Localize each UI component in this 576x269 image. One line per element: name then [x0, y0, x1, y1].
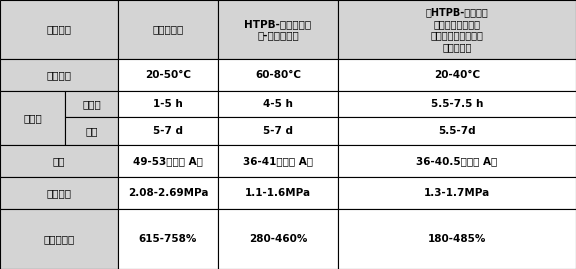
Bar — [338, 177, 576, 209]
Text: 49-53（邵氏 A）: 49-53（邵氏 A） — [133, 156, 203, 166]
Text: 60-80°C: 60-80°C — [255, 70, 301, 80]
Text: 5.5-7d: 5.5-7d — [438, 126, 476, 136]
Text: 终凝: 终凝 — [85, 126, 98, 136]
Text: 280-460%: 280-460% — [249, 234, 307, 244]
Text: 硬度: 硬度 — [53, 156, 65, 166]
Text: 20-40°C: 20-40°C — [434, 70, 480, 80]
Bar — [218, 117, 338, 145]
Text: 抗拉强度: 抗拉强度 — [47, 188, 71, 198]
Bar — [0, 145, 118, 177]
Text: 4-5 h: 4-5 h — [263, 99, 293, 109]
Bar — [0, 59, 118, 91]
Bar — [65, 91, 118, 117]
Text: HTPB-异氰酸酯体
系-单一催化剂: HTPB-异氰酸酯体 系-单一催化剂 — [244, 19, 312, 40]
Bar — [118, 145, 218, 177]
Text: 相关参数: 相关参数 — [47, 24, 71, 34]
Bar — [338, 91, 576, 117]
Bar — [118, 209, 218, 269]
Text: 1.3-1.7MPa: 1.3-1.7MPa — [424, 188, 490, 198]
Bar — [118, 177, 218, 209]
Bar — [118, 59, 218, 91]
Text: 5-7 d: 5-7 d — [263, 126, 293, 136]
Bar — [0, 0, 118, 59]
Text: 615-758%: 615-758% — [139, 234, 197, 244]
Text: 固化温度: 固化温度 — [47, 70, 71, 80]
Bar — [0, 91, 65, 145]
Bar — [0, 209, 118, 269]
Text: 适用期: 适用期 — [82, 99, 101, 109]
Bar — [118, 117, 218, 145]
Bar — [338, 117, 576, 145]
Text: 断裂伸长率: 断裂伸长率 — [43, 234, 75, 244]
Text: 20-50°C: 20-50°C — [145, 70, 191, 80]
Text: 1-5 h: 1-5 h — [153, 99, 183, 109]
Text: 5.5-7.5 h: 5.5-7.5 h — [431, 99, 483, 109]
Bar — [218, 59, 338, 91]
Text: 结时间: 结时间 — [23, 113, 42, 123]
Bar — [218, 0, 338, 59]
Bar — [218, 209, 338, 269]
Bar — [118, 91, 218, 117]
Text: 36-40.5（邵氏 A）: 36-40.5（邵氏 A） — [416, 156, 498, 166]
Bar — [65, 117, 118, 145]
Text: 《HTPB-异氰酸酯
黏结剂体系的室温
固化及性能研究》室
温固化配方: 《HTPB-异氰酸酯 黏结剂体系的室温 固化及性能研究》室 温固化配方 — [426, 7, 488, 52]
Bar — [0, 177, 118, 209]
Text: 2.08-2.69MPa: 2.08-2.69MPa — [128, 188, 209, 198]
Bar — [218, 91, 338, 117]
Bar — [338, 209, 576, 269]
Text: 本发明配方: 本发明配方 — [153, 24, 184, 34]
Bar — [338, 59, 576, 91]
Text: 5-7 d: 5-7 d — [153, 126, 183, 136]
Bar — [338, 0, 576, 59]
Text: 1.1-1.6MPa: 1.1-1.6MPa — [245, 188, 311, 198]
Bar — [218, 145, 338, 177]
Text: 180-485%: 180-485% — [428, 234, 486, 244]
Bar — [118, 0, 218, 59]
Text: 36-41（邵氏 A）: 36-41（邵氏 A） — [243, 156, 313, 166]
Bar — [218, 177, 338, 209]
Bar — [338, 145, 576, 177]
